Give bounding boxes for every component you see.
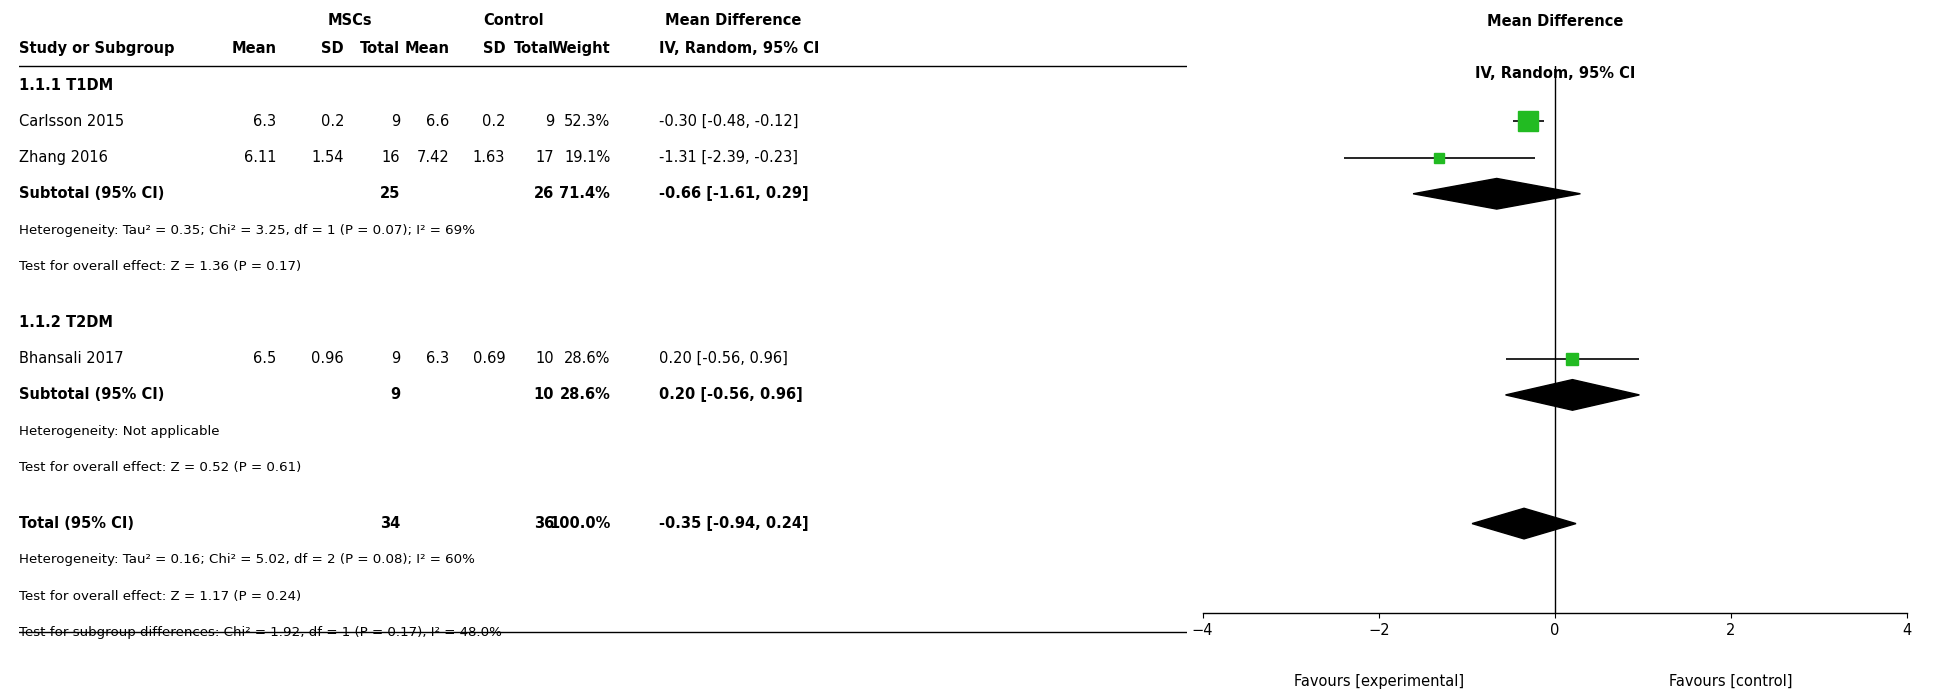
Polygon shape <box>1413 178 1580 209</box>
Text: -0.35 [-0.94, 0.24]: -0.35 [-0.94, 0.24] <box>660 516 810 531</box>
Text: 6.3: 6.3 <box>253 114 276 129</box>
Text: 19.1%: 19.1% <box>564 150 611 165</box>
Text: 1.54: 1.54 <box>311 150 344 165</box>
Text: 34: 34 <box>379 516 401 531</box>
Text: 28.6%: 28.6% <box>559 388 611 402</box>
Text: SD: SD <box>321 40 344 56</box>
Text: Heterogeneity: Tau² = 0.16; Chi² = 5.02, df = 2 (P = 0.08); I² = 60%: Heterogeneity: Tau² = 0.16; Chi² = 5.02,… <box>19 553 475 567</box>
Text: IV, Random, 95% CI: IV, Random, 95% CI <box>660 40 819 56</box>
Text: 1.1.2 T2DM: 1.1.2 T2DM <box>19 315 113 330</box>
Text: 9: 9 <box>391 114 401 129</box>
Text: Mean Difference: Mean Difference <box>666 13 802 28</box>
Text: 0.2: 0.2 <box>483 114 506 129</box>
Text: SD: SD <box>483 40 506 56</box>
Text: Test for overall effect: Z = 1.36 (P = 0.17): Test for overall effect: Z = 1.36 (P = 0… <box>19 260 302 273</box>
Text: Total: Total <box>360 40 401 56</box>
Text: 10: 10 <box>535 351 555 366</box>
Text: Zhang 2016: Zhang 2016 <box>19 150 109 165</box>
Text: Bhansali 2017: Bhansali 2017 <box>19 351 125 366</box>
Text: 10: 10 <box>533 388 555 402</box>
Text: 100.0%: 100.0% <box>549 516 611 531</box>
Text: 0.20 [-0.56, 0.96]: 0.20 [-0.56, 0.96] <box>660 388 804 402</box>
Text: 0.96: 0.96 <box>311 351 344 366</box>
Text: 9: 9 <box>545 114 555 129</box>
Text: IV, Random, 95% CI: IV, Random, 95% CI <box>1475 66 1635 82</box>
Text: Mean Difference: Mean Difference <box>1487 14 1623 29</box>
Text: 16: 16 <box>381 150 401 165</box>
Text: 7.42: 7.42 <box>416 150 450 165</box>
Text: Carlsson 2015: Carlsson 2015 <box>19 114 125 129</box>
Text: 6.3: 6.3 <box>426 351 450 366</box>
Text: Favours [experimental]: Favours [experimental] <box>1294 673 1463 689</box>
Text: Heterogeneity: Tau² = 0.35; Chi² = 3.25, df = 1 (P = 0.07); I² = 69%: Heterogeneity: Tau² = 0.35; Chi² = 3.25,… <box>19 224 475 236</box>
Text: Subtotal (95% CI): Subtotal (95% CI) <box>19 186 165 201</box>
Text: 71.4%: 71.4% <box>559 186 611 201</box>
Text: 6.11: 6.11 <box>243 150 276 165</box>
Text: 9: 9 <box>389 388 401 402</box>
Text: Favours [control]: Favours [control] <box>1670 673 1792 689</box>
Text: Test for overall effect: Z = 1.17 (P = 0.24): Test for overall effect: Z = 1.17 (P = 0… <box>19 590 302 603</box>
Text: Mean: Mean <box>232 40 276 56</box>
Text: Mean: Mean <box>405 40 450 56</box>
Text: 0.69: 0.69 <box>473 351 506 366</box>
Text: 9: 9 <box>391 351 401 366</box>
Text: Study or Subgroup: Study or Subgroup <box>19 40 175 56</box>
Text: 28.6%: 28.6% <box>564 351 611 366</box>
Text: 26: 26 <box>533 186 555 201</box>
Text: Weight: Weight <box>551 40 611 56</box>
Text: 1.1.1 T1DM: 1.1.1 T1DM <box>19 77 113 93</box>
Text: Subtotal (95% CI): Subtotal (95% CI) <box>19 388 165 402</box>
Polygon shape <box>1506 380 1639 411</box>
Polygon shape <box>1471 508 1576 539</box>
Text: 6.6: 6.6 <box>426 114 450 129</box>
Text: 52.3%: 52.3% <box>564 114 611 129</box>
Text: Total (95% CI): Total (95% CI) <box>19 516 134 531</box>
Text: 1.63: 1.63 <box>473 150 506 165</box>
Text: 36: 36 <box>533 516 555 531</box>
Text: Test for overall effect: Z = 0.52 (P = 0.61): Test for overall effect: Z = 0.52 (P = 0… <box>19 461 302 474</box>
Text: 0.2: 0.2 <box>321 114 344 129</box>
Text: Control: Control <box>483 13 543 28</box>
Text: 6.5: 6.5 <box>253 351 276 366</box>
Text: -0.66 [-1.61, 0.29]: -0.66 [-1.61, 0.29] <box>660 186 810 201</box>
Text: 25: 25 <box>379 186 401 201</box>
Text: 0.20 [-0.56, 0.96]: 0.20 [-0.56, 0.96] <box>660 351 788 366</box>
Text: MSCs: MSCs <box>327 13 372 28</box>
Text: Heterogeneity: Not applicable: Heterogeneity: Not applicable <box>19 424 220 438</box>
Text: -1.31 [-2.39, -0.23]: -1.31 [-2.39, -0.23] <box>660 150 798 165</box>
Text: -0.30 [-0.48, -0.12]: -0.30 [-0.48, -0.12] <box>660 114 798 129</box>
Text: Test for subgroup differences: Chi² = 1.92, df = 1 (P = 0.17), I² = 48.0%: Test for subgroup differences: Chi² = 1.… <box>19 626 502 639</box>
Text: Total: Total <box>514 40 555 56</box>
Text: 17: 17 <box>535 150 555 165</box>
